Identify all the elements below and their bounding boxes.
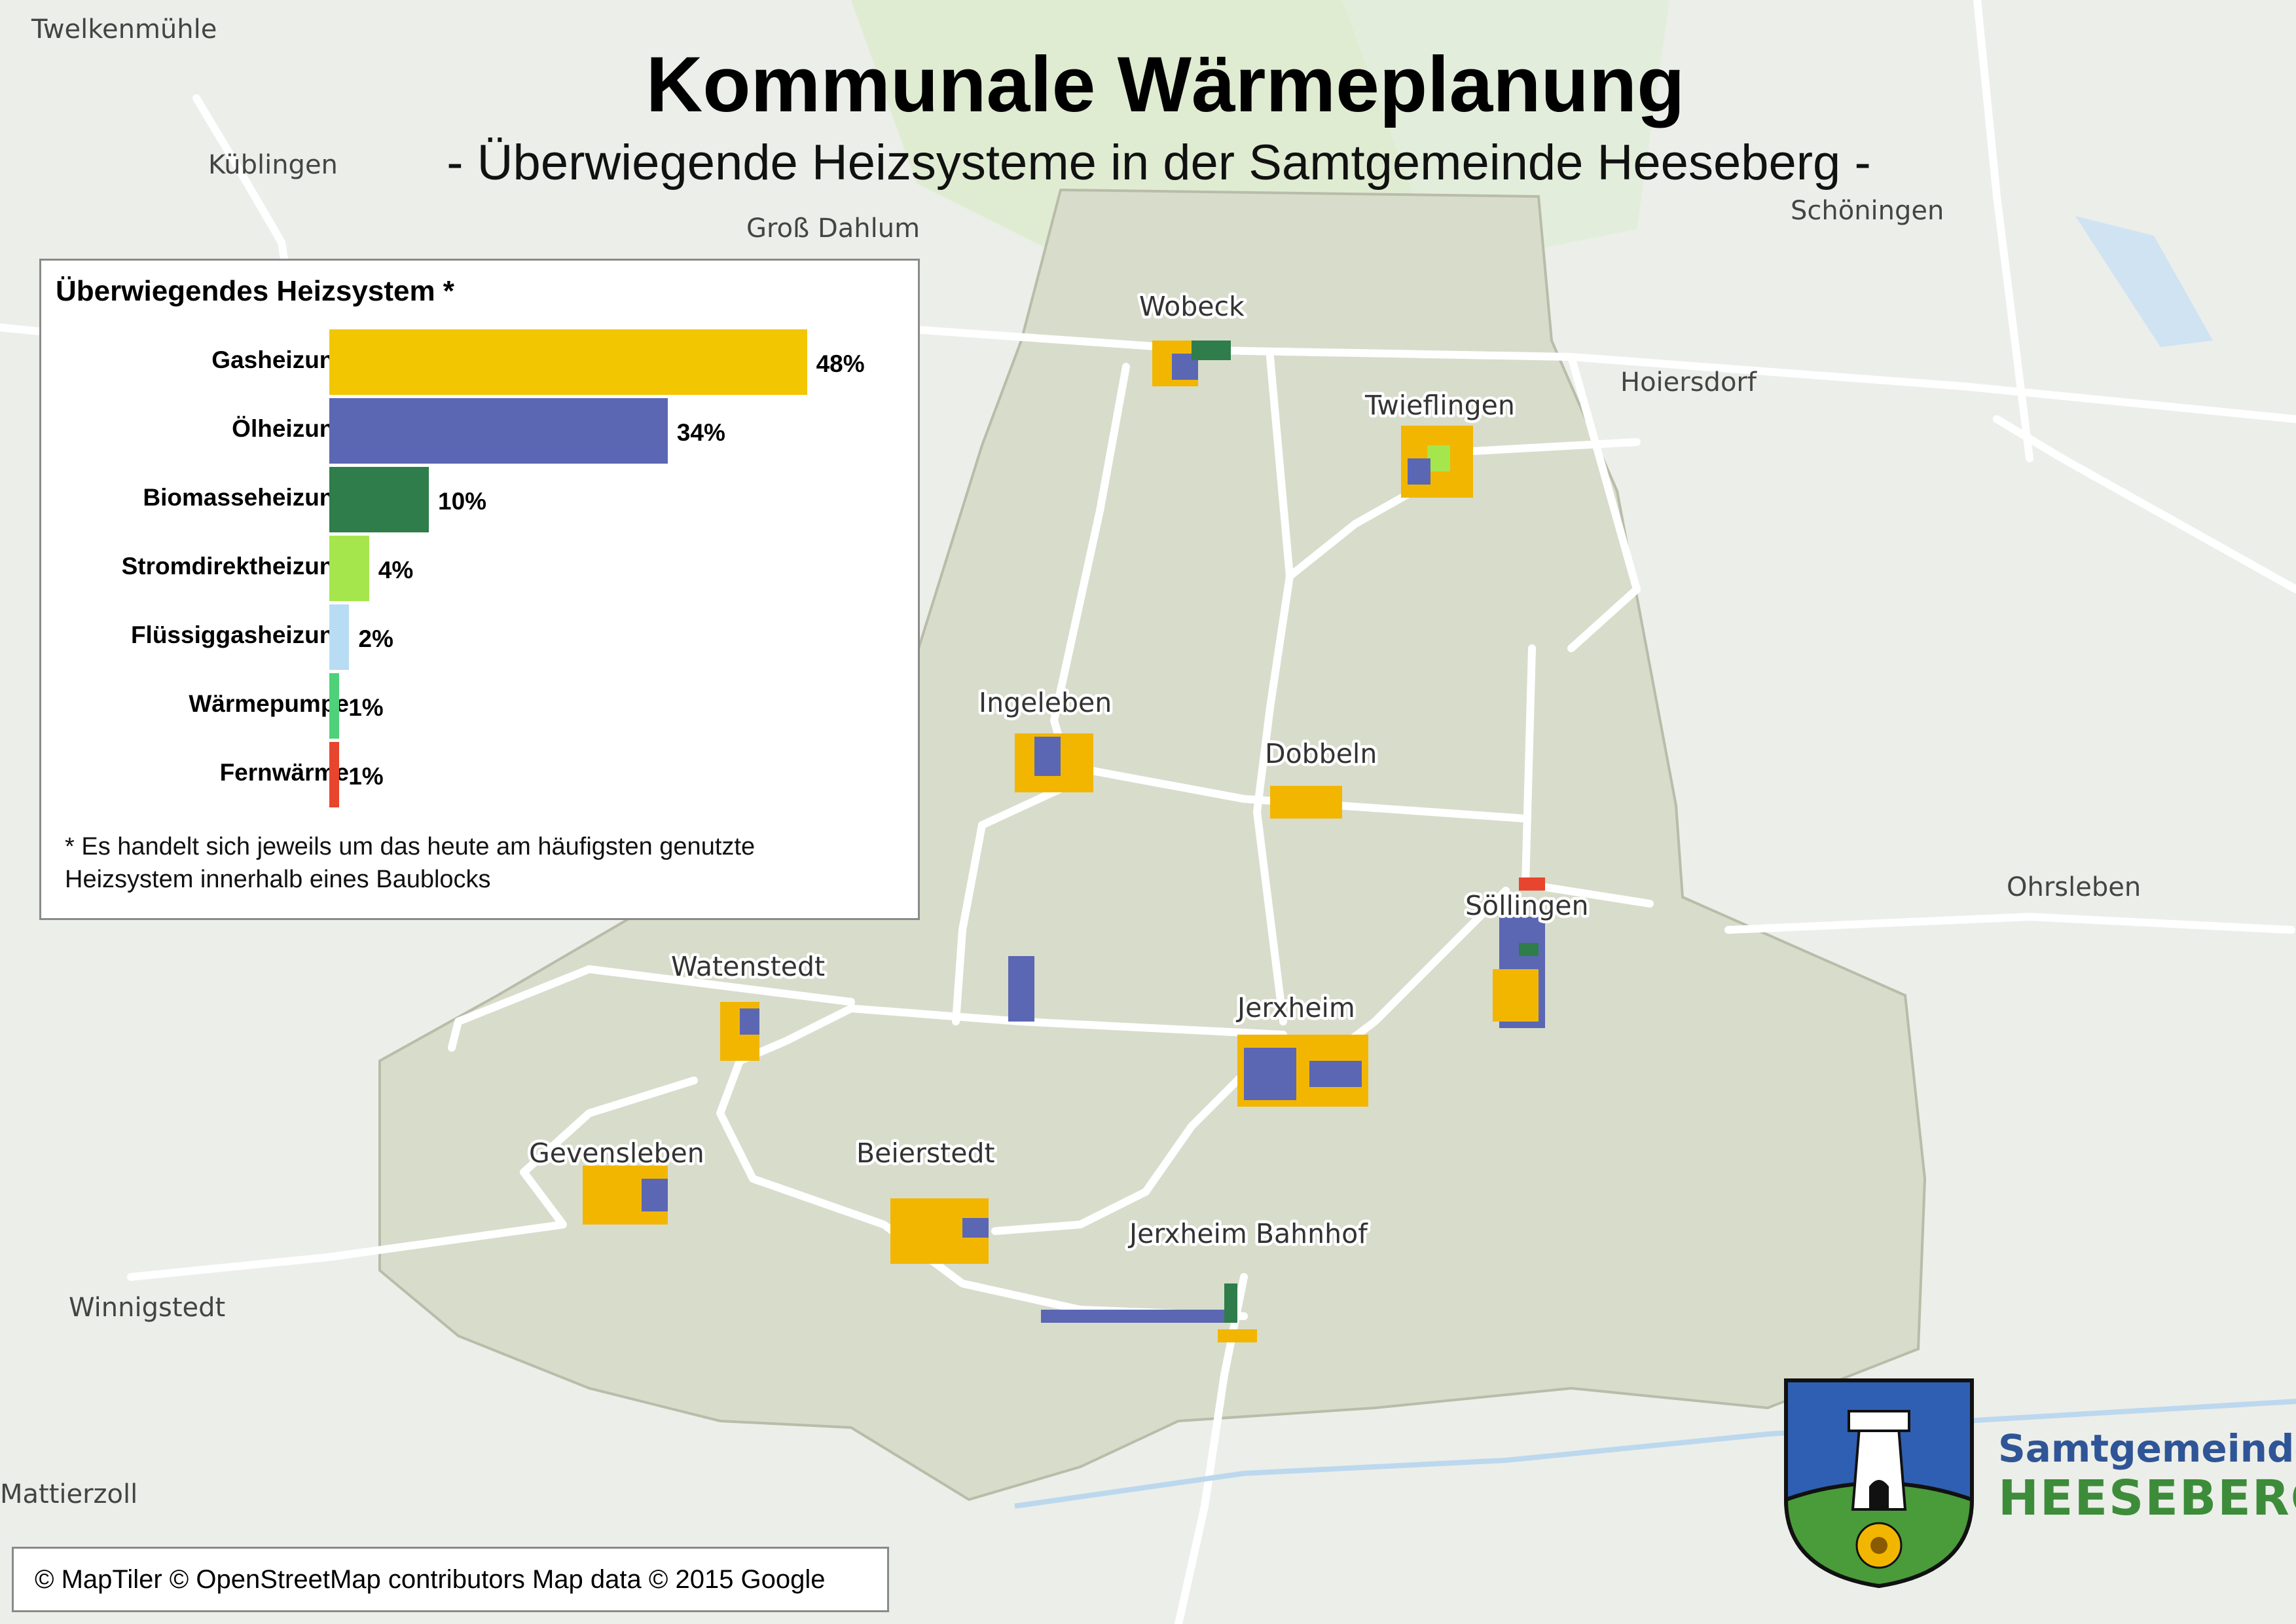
map-title: Kommunale Wärmeplanung bbox=[646, 41, 1685, 128]
bar bbox=[329, 604, 350, 670]
bar-row: Flüssiggasheizung 2% bbox=[41, 604, 919, 673]
legend-footnote: * Es handelt sich jeweils um das heute a… bbox=[65, 830, 903, 896]
place-label: Ohrsleben bbox=[2007, 872, 2141, 902]
coat-of-arms-logo bbox=[1783, 1378, 1975, 1589]
value-label: 48% bbox=[816, 350, 865, 377]
tower-top bbox=[1848, 1410, 1910, 1432]
logo-text-line1: Samtgemeinde bbox=[1998, 1426, 2296, 1471]
value-label: 2% bbox=[358, 625, 393, 652]
bar-row: Fernwärme 1% bbox=[41, 742, 919, 811]
village-label: Dobbeln bbox=[1265, 738, 1377, 769]
village-label: Söllingen bbox=[1465, 890, 1589, 921]
footnote-line: Heizsystem innerhalb eines Baublocks bbox=[65, 866, 491, 893]
legend-panel: Überwiegendes Heizsystem * Gasheizung 48%… bbox=[39, 259, 920, 920]
value-label: 1% bbox=[348, 763, 384, 790]
map-subtitle: - Überwiegende Heizsysteme in der Samtge… bbox=[446, 135, 1871, 191]
place-label: Mattierzoll bbox=[0, 1479, 137, 1509]
village-label: Jerxheim Bahnhof bbox=[1127, 1218, 1368, 1249]
place-label: Winnigstedt bbox=[69, 1293, 225, 1323]
river bbox=[1014, 1399, 2296, 1509]
category-label: Stromdirektheizung bbox=[121, 553, 349, 580]
place-label: Groß Dahlum bbox=[746, 213, 920, 244]
village-label: Watenstedt bbox=[671, 951, 825, 982]
village-label: Gevensleben bbox=[529, 1137, 704, 1169]
bar bbox=[329, 536, 369, 601]
place-label: Schöningen bbox=[1791, 196, 1944, 226]
category-label: Gasheizung bbox=[211, 346, 349, 373]
bar-row: Ölheizung 34% bbox=[41, 398, 919, 467]
category-label: Fernwärme bbox=[219, 759, 349, 786]
value-label: 4% bbox=[378, 557, 414, 583]
legend-title: Überwiegendes Heizsystem * bbox=[56, 275, 454, 307]
category-label: Biomasseheizung bbox=[143, 484, 349, 511]
lake bbox=[2075, 216, 2213, 347]
bar bbox=[329, 673, 340, 739]
map-attribution: © MapTiler © OpenStreetMap contributors … bbox=[12, 1547, 889, 1612]
place-label: Küblingen bbox=[208, 150, 338, 180]
place-label: Twelkenmühle bbox=[31, 14, 217, 45]
category-label: Wärmepumpe bbox=[189, 690, 349, 717]
village-label: Beierstedt bbox=[856, 1137, 995, 1169]
footnote-line: * Es handelt sich jeweils um das heute a… bbox=[65, 833, 756, 860]
village-label: Wobeck bbox=[1139, 291, 1245, 322]
bar bbox=[329, 398, 668, 464]
bar-row: Gasheizung 48% bbox=[41, 329, 919, 398]
village-label: Ingeleben bbox=[979, 687, 1112, 718]
tower-door bbox=[1869, 1480, 1889, 1509]
village-label: Twieflingen bbox=[1364, 390, 1515, 421]
value-label: 10% bbox=[438, 488, 487, 515]
bar bbox=[329, 467, 429, 532]
bar-row: Wärmepumpe 1% bbox=[41, 673, 919, 742]
bar-row: Biomasseheizung 10% bbox=[41, 467, 919, 536]
category-label: Flüssiggasheizung bbox=[130, 621, 349, 648]
bar bbox=[329, 329, 807, 395]
settlement-blocks bbox=[583, 341, 1545, 1342]
bar-row: Stromdirektheizung 4% bbox=[41, 536, 919, 604]
logo-text-line2: HEESEBERG bbox=[1998, 1470, 2296, 1526]
value-label: 1% bbox=[348, 694, 384, 721]
place-label: Hoiersdorf bbox=[1620, 367, 1757, 397]
bar bbox=[329, 742, 340, 807]
village-label: Jerxheim bbox=[1235, 992, 1355, 1024]
sunflower-center bbox=[1870, 1537, 1887, 1554]
value-label: 34% bbox=[676, 419, 725, 446]
